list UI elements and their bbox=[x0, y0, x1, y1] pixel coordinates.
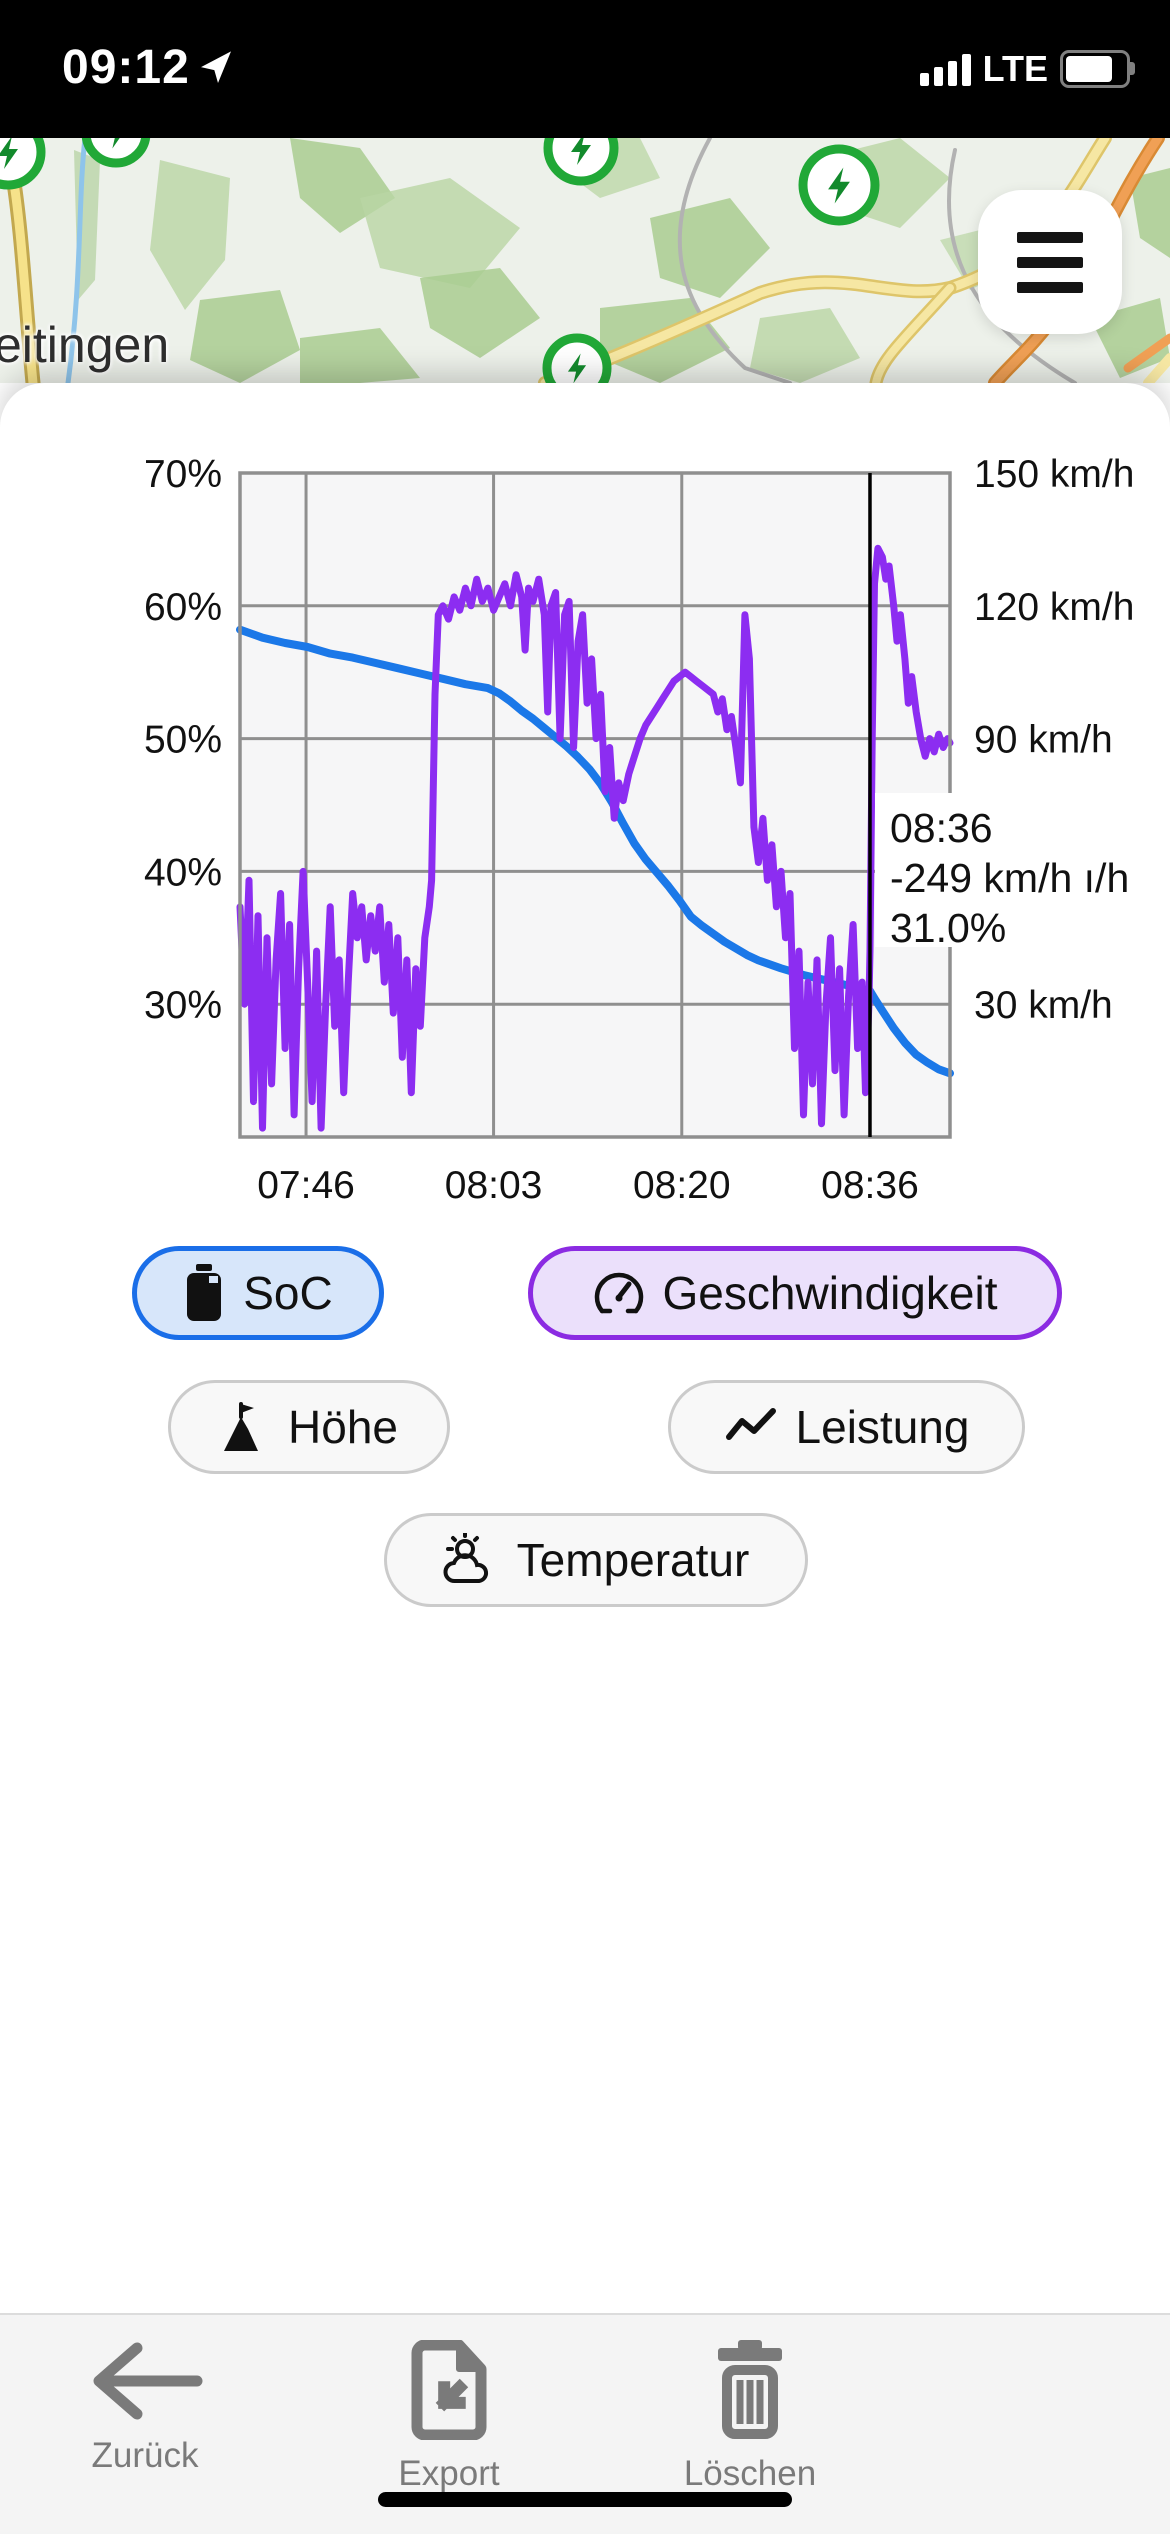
x-axis-tick: 07:46 bbox=[257, 1164, 355, 1207]
map[interactable]: eitingen bbox=[0, 138, 1170, 383]
weather-icon bbox=[443, 1533, 488, 1583]
chart-panel: 70% 60% 50% 40% 30% 150 km/h 120 km/h 90 km/h 30… bbox=[0, 383, 1170, 2313]
y-axis-right-tick: 90 km/h bbox=[974, 719, 1113, 762]
status-indicators: LTE bbox=[919, 48, 1135, 90]
x-axis-tick: 08:20 bbox=[633, 1164, 731, 1207]
series-line-geschwindigkeit bbox=[236, 544, 954, 1132]
series-toggle-label: Geschwindigkeit bbox=[662, 1267, 998, 1319]
signal-strength-icon bbox=[919, 52, 971, 86]
status-bar: 09:12 LTE bbox=[0, 0, 1170, 138]
charger-markers bbox=[0, 138, 880, 383]
tooltip-line: 08:36 bbox=[890, 805, 993, 851]
battery-status-icon bbox=[1060, 50, 1135, 88]
y-axis-left-tick: 60% bbox=[144, 586, 222, 629]
series-toggle-temperatur[interactable]: Temperatur bbox=[384, 1513, 808, 1607]
series-toggle-label: SoC bbox=[243, 1267, 333, 1319]
delete-label: Löschen bbox=[683, 2454, 817, 2493]
gauge-icon bbox=[594, 1272, 643, 1314]
charger-marker[interactable] bbox=[543, 138, 619, 186]
trend-icon bbox=[725, 1408, 776, 1440]
series-toggle-leistung[interactable]: Leistung bbox=[668, 1380, 1025, 1474]
tooltip-line: 31.0% bbox=[890, 905, 1006, 951]
y-axis-left-tick: 30% bbox=[144, 984, 222, 1027]
y-axis-right-tick: 30 km/h bbox=[974, 984, 1113, 1027]
y-axis-right-tick: 120 km/h bbox=[974, 586, 1134, 629]
mountain-icon bbox=[224, 1402, 259, 1451]
lightning-bolt-icon bbox=[571, 138, 591, 165]
cursor-tooltip bbox=[874, 793, 1170, 947]
map-canvas bbox=[0, 138, 1170, 383]
home-indicator[interactable] bbox=[378, 2492, 792, 2507]
charger-marker[interactable] bbox=[0, 138, 46, 190]
back-button[interactable]: Zurück bbox=[25, 2339, 265, 2477]
trip-chart[interactable]: 70% 60% 50% 40% 30% 150 km/h 120 km/h 90 km/h 30… bbox=[0, 383, 1170, 1213]
menu-button[interactable] bbox=[978, 190, 1122, 334]
export-document-icon bbox=[411, 2340, 487, 2440]
delete-button[interactable]: Löschen bbox=[630, 2339, 870, 2495]
charger-marker[interactable] bbox=[798, 144, 880, 226]
x-axis-tick: 08:36 bbox=[821, 1164, 919, 1207]
series-toggle-label: Höhe bbox=[288, 1401, 398, 1453]
lightning-bolt-icon bbox=[567, 353, 587, 383]
network-type-label: LTE bbox=[982, 48, 1048, 89]
series-toggle-hoehe[interactable]: Höhe bbox=[168, 1380, 450, 1474]
charger-marker[interactable] bbox=[81, 138, 151, 168]
location-arrow-icon bbox=[196, 48, 236, 93]
bottom-toolbar: Zurück Export Löschen bbox=[0, 2313, 1170, 2534]
back-label: Zurück bbox=[91, 2436, 199, 2475]
y-axis-left-tick: 40% bbox=[144, 851, 222, 894]
y-axis-left-tick: 70% bbox=[144, 453, 222, 496]
lightning-bolt-icon bbox=[0, 138, 18, 169]
back-arrow-icon bbox=[93, 2342, 203, 2420]
trash-icon bbox=[718, 2340, 782, 2439]
y-axis-right-tick: 150 km/h bbox=[974, 453, 1134, 496]
series-toggle-soc[interactable]: SoC bbox=[132, 1246, 384, 1340]
series-toggle-label: Temperatur bbox=[516, 1534, 750, 1586]
series-toggle-label: Leistung bbox=[795, 1401, 970, 1453]
battery-icon bbox=[187, 1264, 222, 1321]
export-label: Export bbox=[398, 2454, 500, 2493]
charger-marker[interactable] bbox=[542, 333, 612, 383]
map-town-label: eitingen bbox=[0, 317, 170, 373]
export-button[interactable]: Export bbox=[329, 2339, 569, 2495]
tooltip-line: -249 km/h ı/h bbox=[890, 855, 1129, 901]
series-toggle-geschwindigkeit[interactable]: Geschwindigkeit bbox=[528, 1246, 1062, 1340]
lightning-bolt-icon bbox=[112, 138, 120, 149]
lightning-bolt-icon bbox=[828, 167, 850, 204]
clock-label: 09:12 bbox=[62, 41, 190, 94]
x-axis-tick: 08:03 bbox=[445, 1164, 543, 1207]
y-axis-left-tick: 50% bbox=[144, 719, 222, 762]
